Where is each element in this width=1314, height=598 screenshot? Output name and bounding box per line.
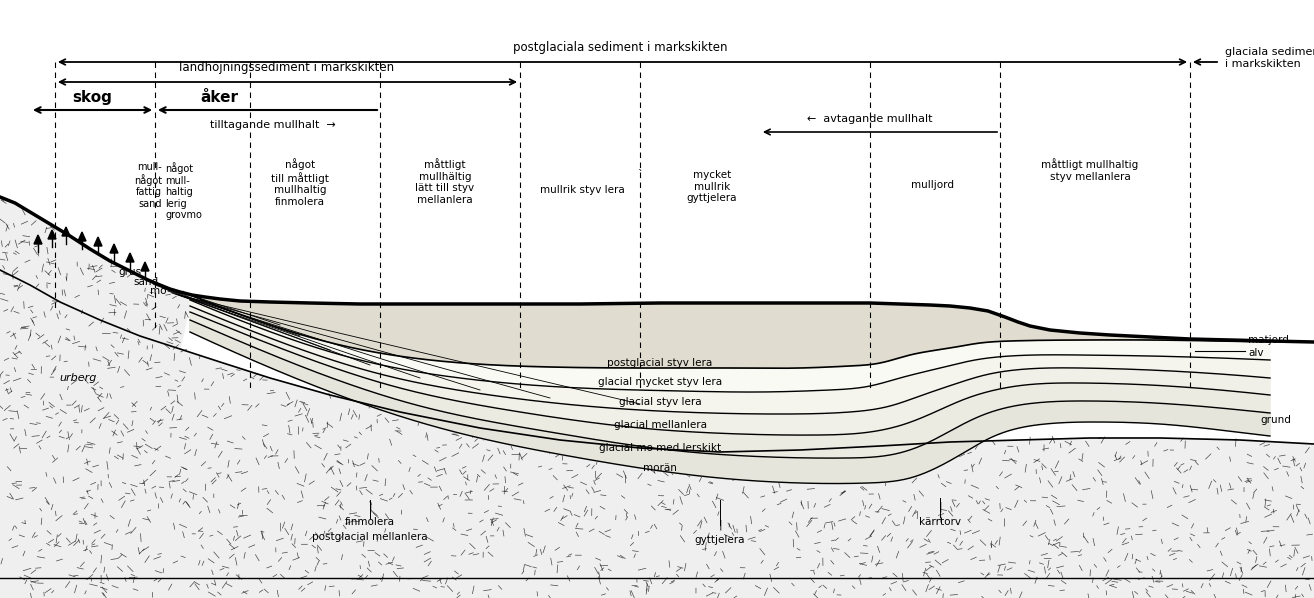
Text: glaciala sediment
i markskikten: glaciala sediment i markskikten bbox=[1225, 47, 1314, 69]
Polygon shape bbox=[34, 235, 42, 244]
Text: glacial mycket styv lera: glacial mycket styv lera bbox=[598, 377, 723, 387]
Text: mulljord: mulljord bbox=[911, 180, 954, 190]
Text: något
mull-
haltig
lerig
grovmo: något mull- haltig lerig grovmo bbox=[166, 162, 202, 220]
Polygon shape bbox=[49, 230, 57, 239]
Polygon shape bbox=[191, 320, 1271, 484]
Text: |: | bbox=[368, 502, 372, 512]
Text: grus: grus bbox=[118, 267, 141, 277]
Text: måttligt mullhaltig
styv mellanlera: måttligt mullhaltig styv mellanlera bbox=[1042, 158, 1139, 182]
Text: morän: morän bbox=[643, 463, 677, 473]
Text: skog: skog bbox=[72, 90, 112, 105]
Text: landhöjningssediment i markskikten: landhöjningssediment i markskikten bbox=[180, 61, 394, 74]
Text: måttligt
mullhältig
lätt till styv
mellanlera: måttligt mullhältig lätt till styv mella… bbox=[415, 158, 474, 205]
Text: tilltagande mullhalt  →: tilltagande mullhalt → bbox=[210, 120, 336, 130]
Text: glacial styv lera: glacial styv lera bbox=[619, 397, 702, 407]
Polygon shape bbox=[191, 320, 1271, 484]
Polygon shape bbox=[78, 232, 85, 241]
Text: kärrtorv: kärrtorv bbox=[918, 517, 961, 527]
Polygon shape bbox=[141, 262, 148, 271]
Text: ←  avtagande mullhalt: ← avtagande mullhalt bbox=[807, 114, 933, 124]
Text: mull-
något
fattig
sand: mull- något fattig sand bbox=[134, 162, 162, 209]
Text: mullrik styv lera: mullrik styv lera bbox=[540, 185, 624, 195]
Text: `: ` bbox=[637, 170, 643, 180]
Polygon shape bbox=[62, 227, 70, 236]
Text: alv: alv bbox=[1248, 348, 1264, 358]
Text: mo: mo bbox=[150, 286, 167, 296]
Polygon shape bbox=[191, 312, 1271, 458]
Polygon shape bbox=[191, 300, 1271, 414]
Polygon shape bbox=[0, 270, 1314, 598]
Polygon shape bbox=[0, 197, 192, 349]
Text: glacial mellanlera: glacial mellanlera bbox=[614, 420, 707, 430]
Text: åker: åker bbox=[200, 90, 238, 105]
Text: något
till måttligt
mullhaltig
finmolera: något till måttligt mullhaltig finmolera bbox=[271, 158, 328, 207]
Text: postglaciala sediment i markskikten: postglaciala sediment i markskikten bbox=[512, 41, 727, 54]
Polygon shape bbox=[95, 237, 102, 246]
Text: glacial mo med lerskikt: glacial mo med lerskikt bbox=[599, 443, 721, 453]
Text: |: | bbox=[938, 502, 942, 512]
Text: gyttjelera: gyttjelera bbox=[695, 535, 745, 545]
Text: mycket
mullrik
gyttjelera: mycket mullrik gyttjelera bbox=[687, 170, 737, 203]
Text: matjord: matjord bbox=[1248, 335, 1289, 345]
Text: sand: sand bbox=[133, 277, 158, 287]
Polygon shape bbox=[0, 270, 1314, 598]
Polygon shape bbox=[110, 244, 118, 253]
Polygon shape bbox=[126, 253, 134, 262]
Polygon shape bbox=[191, 306, 1271, 435]
Text: postglacial mellanlera: postglacial mellanlera bbox=[313, 532, 428, 542]
Polygon shape bbox=[191, 295, 1314, 368]
Text: urberg: urberg bbox=[59, 373, 97, 383]
Text: |: | bbox=[719, 520, 721, 530]
Text: finmolera: finmolera bbox=[346, 517, 396, 527]
Text: grund: grund bbox=[1260, 415, 1290, 425]
Text: postglacial styv lera: postglacial styv lera bbox=[607, 358, 712, 368]
Polygon shape bbox=[191, 295, 1271, 392]
